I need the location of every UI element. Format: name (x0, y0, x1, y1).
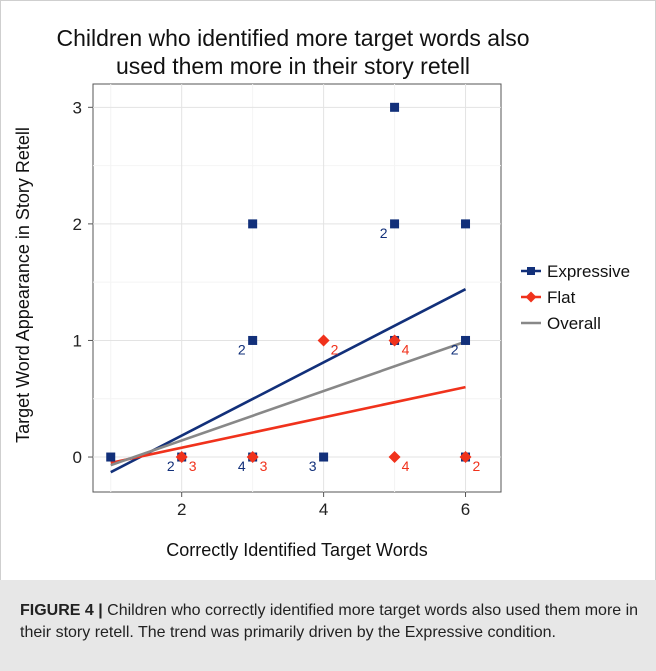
flat-count-label: 3 (260, 458, 268, 474)
plot-area (92, 83, 502, 493)
trend-lines (110, 288, 467, 474)
y-tick-label: 0 (73, 448, 82, 467)
flat-point (246, 451, 259, 464)
expressive-point (390, 219, 400, 229)
scatter-chart: Children who identified more target word… (13, 25, 630, 560)
flat-point (175, 451, 188, 464)
expressive-count-label: 2 (380, 225, 388, 241)
flat-count-label: 4 (402, 341, 410, 357)
x-axis-label: Correctly Identified Target Words (166, 540, 427, 560)
flat-count-label: 2 (473, 458, 481, 474)
caption-text: Children who correctly identified more t… (20, 602, 639, 641)
expressive-point (319, 452, 329, 462)
flat-count-label: 4 (402, 458, 410, 474)
expressive-point (461, 335, 471, 345)
legend-label-flat: Flat (547, 288, 576, 307)
x-tick-label: 6 (461, 500, 470, 519)
legend-diamond-marker (525, 291, 537, 303)
flat-point (388, 334, 401, 347)
expressive-point (248, 219, 258, 229)
chart-title-line-2: used them more in their story retell (116, 53, 470, 79)
expressive-count-label: 2 (451, 341, 459, 357)
flat-count-label: 3 (189, 458, 197, 474)
flat-point (459, 451, 472, 464)
chart-title-line-1: Children who identified more target word… (56, 25, 529, 51)
caption-label: FIGURE 4 | (20, 602, 103, 619)
expressive-count-label: 2 (167, 458, 175, 474)
expressive-point (248, 335, 258, 345)
y-tick-label: 1 (73, 331, 82, 350)
expressive-count-label: 4 (238, 458, 246, 474)
flat-point (388, 451, 401, 464)
flat-point (317, 334, 330, 347)
y-tick-label: 2 (73, 215, 82, 234)
expressive-count-label: 3 (309, 458, 317, 474)
expressive-point (106, 452, 116, 462)
legend: Expressive Flat Overall (521, 262, 630, 333)
x-tick-label: 2 (177, 500, 186, 519)
flat-count-label: 2 (331, 341, 339, 357)
expressive-point (390, 102, 400, 112)
legend-square-marker (527, 267, 535, 275)
expressive-count-label: 2 (238, 341, 246, 357)
caption-panel: FIGURE 4 | Children who correctly identi… (0, 580, 656, 671)
grid-lines (93, 84, 501, 492)
legend-label-expressive: Expressive (547, 262, 630, 281)
figure-caption: FIGURE 4 | Children who correctly identi… (20, 600, 640, 644)
y-tick-label: 3 (73, 98, 82, 117)
trend-line-overall (110, 340, 466, 467)
legend-label-overall: Overall (547, 314, 601, 333)
expressive-point (461, 219, 471, 229)
y-axis-label: Target Word Appearance in Story Retell (13, 127, 33, 443)
figure-panel: Children who identified more target word… (0, 0, 656, 581)
trend-line-expressive (110, 288, 467, 474)
trend-line-flat (110, 385, 466, 465)
x-tick-label: 4 (319, 500, 328, 519)
